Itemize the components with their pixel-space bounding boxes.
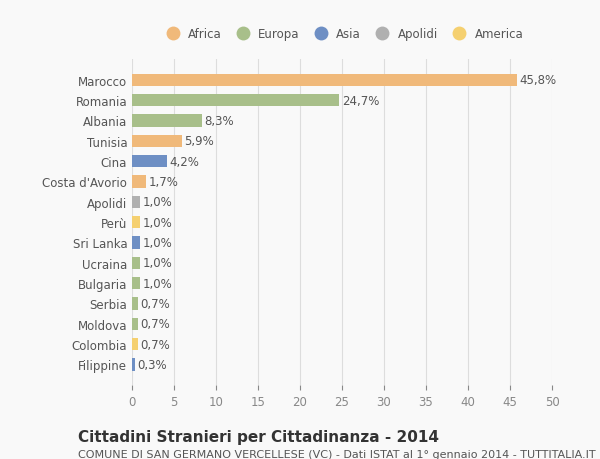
- Text: 0,3%: 0,3%: [137, 358, 167, 371]
- Text: 1,0%: 1,0%: [143, 236, 173, 249]
- Text: 45,8%: 45,8%: [519, 74, 556, 87]
- Text: COMUNE DI SAN GERMANO VERCELLESE (VC) - Dati ISTAT al 1° gennaio 2014 - TUTTITAL: COMUNE DI SAN GERMANO VERCELLESE (VC) - …: [78, 449, 596, 459]
- Bar: [132, 95, 340, 107]
- Bar: [132, 257, 140, 269]
- Text: 5,9%: 5,9%: [184, 135, 214, 148]
- Text: 1,0%: 1,0%: [143, 277, 173, 290]
- Bar: [132, 156, 167, 168]
- Text: 1,0%: 1,0%: [143, 196, 173, 209]
- Bar: [132, 74, 517, 87]
- Bar: [132, 196, 140, 208]
- Text: 0,7%: 0,7%: [140, 318, 170, 330]
- Text: 8,3%: 8,3%: [204, 115, 234, 128]
- Bar: [132, 115, 202, 127]
- Legend: Africa, Europa, Asia, Apolidi, America: Africa, Europa, Asia, Apolidi, America: [156, 23, 528, 45]
- Text: 1,0%: 1,0%: [143, 216, 173, 229]
- Bar: [132, 358, 134, 371]
- Bar: [132, 298, 138, 310]
- Bar: [132, 217, 140, 229]
- Text: 4,2%: 4,2%: [170, 155, 200, 168]
- Bar: [132, 176, 146, 188]
- Text: 0,7%: 0,7%: [140, 338, 170, 351]
- Text: 24,7%: 24,7%: [342, 95, 379, 107]
- Text: Cittadini Stranieri per Cittadinanza - 2014: Cittadini Stranieri per Cittadinanza - 2…: [78, 429, 439, 444]
- Text: 1,7%: 1,7%: [149, 175, 179, 189]
- Bar: [132, 318, 138, 330]
- Bar: [132, 237, 140, 249]
- Bar: [132, 277, 140, 290]
- Bar: [132, 135, 182, 147]
- Text: 1,0%: 1,0%: [143, 257, 173, 270]
- Bar: [132, 338, 138, 351]
- Text: 0,7%: 0,7%: [140, 297, 170, 310]
